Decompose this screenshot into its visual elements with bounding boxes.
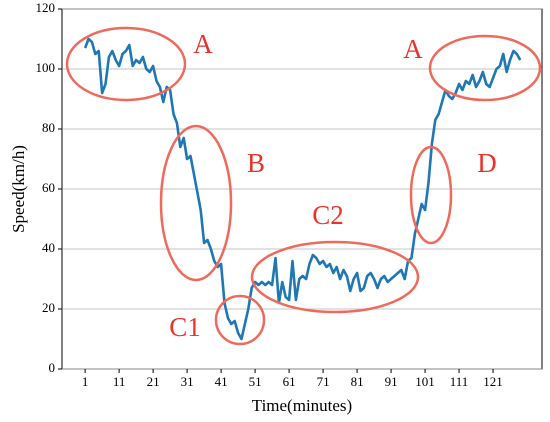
x-tick-label: 111	[450, 374, 469, 389]
grid	[62, 8, 542, 370]
ellipse	[159, 124, 233, 282]
x-tick-label: 71	[317, 374, 330, 389]
y-tick-label: 80	[42, 120, 55, 135]
series-line	[83, 37, 522, 341]
y-tick-label: 0	[49, 360, 56, 375]
x-tick-label: 1	[82, 374, 89, 389]
y-tick-label: 20	[42, 300, 55, 315]
x-tick-label: 11	[113, 374, 126, 389]
x-tick-label: 121	[483, 374, 503, 389]
annotation: D	[477, 148, 497, 178]
annotation: A	[403, 34, 423, 64]
ellipse	[65, 26, 187, 102]
ellipse	[250, 240, 420, 314]
x-tick-label: 31	[181, 374, 194, 389]
x-tick-label: 21	[147, 374, 160, 389]
y-tick-label: 100	[36, 60, 56, 75]
annotation: B	[247, 148, 265, 178]
x-tick-label: 51	[249, 374, 262, 389]
ellipse	[409, 145, 453, 245]
y-axis-label: Speed(km/h)	[9, 145, 28, 233]
x-tick-label: 101	[415, 374, 435, 389]
x-tick-label: 81	[351, 374, 364, 389]
y-tick-label: 40	[42, 240, 55, 255]
x-tick-label: 41	[215, 374, 228, 389]
x-axis-label: Time(minutes)	[252, 396, 352, 415]
annotation: C1	[169, 312, 201, 342]
annotation: C2	[312, 200, 344, 230]
x-tick-label: 61	[283, 374, 296, 389]
y-tick-label: 120	[36, 0, 56, 15]
annotation: A	[193, 29, 213, 59]
ellipse	[214, 294, 266, 346]
y-tick-label: 60	[42, 180, 55, 195]
ellipse	[428, 34, 542, 102]
x-tick-label: 91	[385, 374, 398, 389]
marks	[83, 37, 522, 341]
